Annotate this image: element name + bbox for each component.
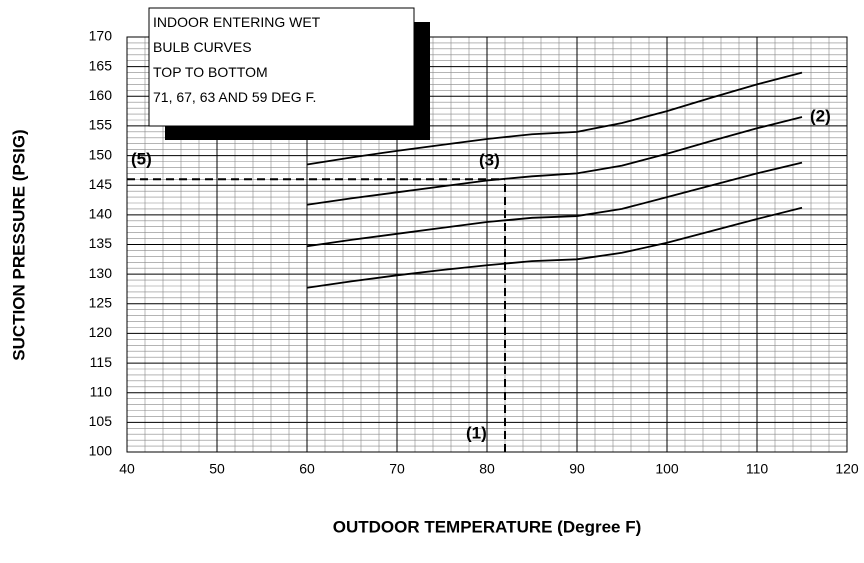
annotation: (1) bbox=[466, 423, 487, 442]
legend-line: INDOOR ENTERING WET bbox=[153, 14, 321, 30]
x-tick-label: 40 bbox=[119, 461, 135, 477]
y-tick-label: 150 bbox=[89, 146, 113, 162]
y-tick-label: 120 bbox=[89, 324, 113, 340]
curve bbox=[306, 116, 803, 206]
curve bbox=[306, 206, 803, 289]
x-tick-label: 50 bbox=[209, 461, 225, 477]
x-tick-label: 120 bbox=[835, 461, 859, 477]
x-axis-label: OUTDOOR TEMPERATURE (Degree F) bbox=[333, 517, 642, 536]
y-tick-label: 160 bbox=[89, 87, 113, 103]
y-tick-label: 105 bbox=[89, 413, 113, 429]
x-tick-label: 80 bbox=[479, 461, 495, 477]
x-tick-label: 100 bbox=[655, 461, 679, 477]
plot-border bbox=[126, 36, 848, 453]
curve bbox=[306, 161, 803, 248]
x-tick-label: 70 bbox=[389, 461, 405, 477]
y-tick-label: 145 bbox=[89, 176, 113, 192]
y-tick-label: 125 bbox=[89, 294, 113, 310]
curve bbox=[306, 71, 803, 166]
y-tick-label: 115 bbox=[90, 354, 113, 370]
plot bbox=[127, 71, 803, 452]
legend-line: 71, 67, 63 AND 59 DEG F. bbox=[153, 89, 316, 105]
annotation: (3) bbox=[479, 150, 500, 169]
y-tick-label: 100 bbox=[89, 443, 113, 459]
y-tick-label: 170 bbox=[89, 28, 113, 44]
annotation: (5) bbox=[131, 149, 152, 168]
x-tick-label: 110 bbox=[746, 461, 769, 477]
y-tick-label: 140 bbox=[89, 206, 113, 222]
grid: 40 50 60 70 80 90 100 110 120 100 105 110 115 120 125 1… bbox=[89, 28, 859, 477]
y-tick-label: 165 bbox=[89, 57, 113, 73]
legend-line: BULB CURVES bbox=[153, 39, 252, 55]
annotation: (2) bbox=[810, 106, 831, 125]
y-tick-label: 155 bbox=[89, 117, 113, 133]
y-axis-label: SUCTION PRESSURE (PSIG) bbox=[9, 129, 28, 360]
legend-box bbox=[148, 7, 415, 127]
x-tick-label: 90 bbox=[569, 461, 585, 477]
x-tick-label: 60 bbox=[299, 461, 315, 477]
legend-line: TOP TO BOTTOM bbox=[153, 64, 268, 80]
y-tick-label: 135 bbox=[89, 235, 113, 251]
y-tick-label: 110 bbox=[90, 383, 113, 399]
y-tick-label: 130 bbox=[89, 265, 113, 281]
